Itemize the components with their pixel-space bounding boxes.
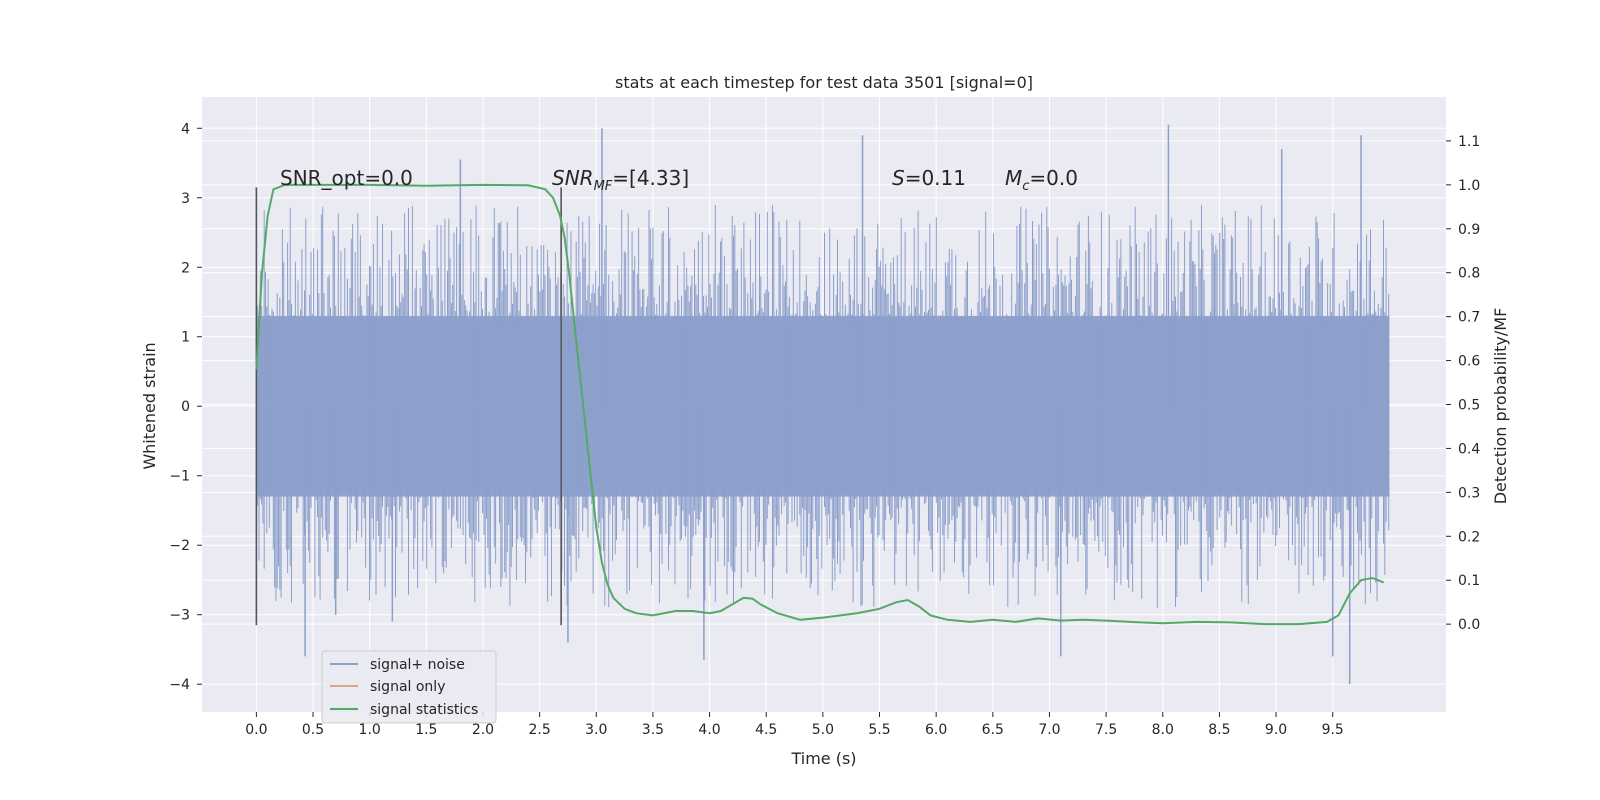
y-left-tick-label: 3 <box>181 191 190 207</box>
x-tick-label: 4.0 <box>698 722 720 738</box>
x-tick-label: 5.5 <box>868 722 890 738</box>
left-y-axis-label: Whitened strain <box>140 342 159 469</box>
snr-opt-annotation: SNR_opt=0.0 <box>280 166 413 190</box>
snr-mf-annotation: SNRMF=[4.33] <box>552 166 689 194</box>
signal-statistics-line <box>255 183 1385 626</box>
x-tick-label: 5.0 <box>812 722 834 738</box>
mc-symbol: M <box>1005 166 1022 190</box>
s-annotation: S=0.11 <box>892 166 966 190</box>
x-tick-label: 0.0 <box>245 722 267 738</box>
y-right-tick-label: 0.7 <box>1458 310 1480 326</box>
snr-mf-subscript: MF <box>594 179 613 194</box>
mc-subscript: c <box>1022 179 1029 194</box>
y-left-tick-label: 4 <box>181 121 190 137</box>
x-tick-label: 9.0 <box>1265 722 1287 738</box>
signal-statistics-series <box>255 183 1385 626</box>
legend-label-signal-only: signal only <box>370 679 445 695</box>
x-axis-ticks: 0.0 0.5 1.0 1.5 2.0 2.5 3.0 3.5 4.0 4.5 5.0 5.5 6.0 6… <box>245 712 1344 738</box>
x-tick-label: 9.5 <box>1322 722 1344 738</box>
y-left-tick-label: −1 <box>169 469 190 485</box>
y-right-tick-label: 0.0 <box>1458 617 1480 633</box>
s-value: =0.11 <box>905 166 966 190</box>
legend: signal+ noise signal only signal statist… <box>321 650 497 724</box>
y-right-tick-label: 0.2 <box>1458 529 1480 545</box>
y-right-tick-label: 0.1 <box>1458 573 1480 589</box>
x-tick-label: 4.5 <box>755 722 777 738</box>
snr-mf-value: =[4.33] <box>612 166 689 190</box>
vertical-markers <box>255 187 562 626</box>
legend-label-signal-noise: signal+ noise <box>370 657 465 673</box>
y-left-tick-label: 1 <box>181 330 190 346</box>
s-symbol: S <box>892 166 905 190</box>
left-y-axis-ticks: 4 3 2 1 0 −1 −2 −3 −4 <box>169 121 202 693</box>
legend-label-signal-statistics: signal statistics <box>370 702 478 718</box>
y-left-tick-label: −3 <box>169 608 190 624</box>
y-right-tick-label: 0.3 <box>1458 485 1480 501</box>
y-right-tick-label: 0.9 <box>1458 222 1480 238</box>
right-y-axis-ticks: 1.1 1.0 0.9 0.8 0.7 0.6 0.5 0.4 0.3 0.2 0.1 0.0 <box>1446 134 1480 633</box>
right-y-axis-label: Detection probability/MF <box>1491 308 1510 505</box>
x-tick-label: 3.0 <box>585 722 607 738</box>
snr-mf-symbol: SNR <box>552 166 594 190</box>
x-tick-label: 8.5 <box>1208 722 1230 738</box>
mc-annotation: Mc=0.0 <box>1005 166 1078 194</box>
x-tick-label: 7.0 <box>1038 722 1060 738</box>
y-right-tick-label: 1.1 <box>1458 134 1480 150</box>
y-left-tick-label: 2 <box>181 260 190 276</box>
chart-title: stats at each timestep for test data 350… <box>615 73 1033 92</box>
y-right-tick-label: 0.4 <box>1458 441 1480 457</box>
x-tick-label: 6.5 <box>982 722 1004 738</box>
x-axis-label: Time (s) <box>790 749 856 768</box>
mc-value: =0.0 <box>1029 166 1078 190</box>
x-tick-label: 7.5 <box>1095 722 1117 738</box>
x-tick-label: 2.5 <box>528 722 550 738</box>
y-left-tick-label: −4 <box>169 677 190 693</box>
x-tick-label: 0.5 <box>302 722 324 738</box>
x-tick-label: 8.0 <box>1152 722 1174 738</box>
y-left-tick-label: −2 <box>169 538 190 554</box>
y-right-tick-label: 0.8 <box>1458 266 1480 282</box>
y-left-tick-label: 0 <box>181 399 190 415</box>
x-tick-label: 3.5 <box>642 722 664 738</box>
y-right-tick-label: 1.0 <box>1458 178 1480 194</box>
y-right-tick-label: 0.5 <box>1458 398 1480 414</box>
x-tick-label: 2.0 <box>472 722 494 738</box>
legend-box <box>321 650 497 724</box>
x-tick-label: 1.5 <box>415 722 437 738</box>
x-tick-label: 6.0 <box>925 722 947 738</box>
x-tick-label: 1.0 <box>359 722 381 738</box>
y-right-tick-label: 0.6 <box>1458 354 1480 370</box>
